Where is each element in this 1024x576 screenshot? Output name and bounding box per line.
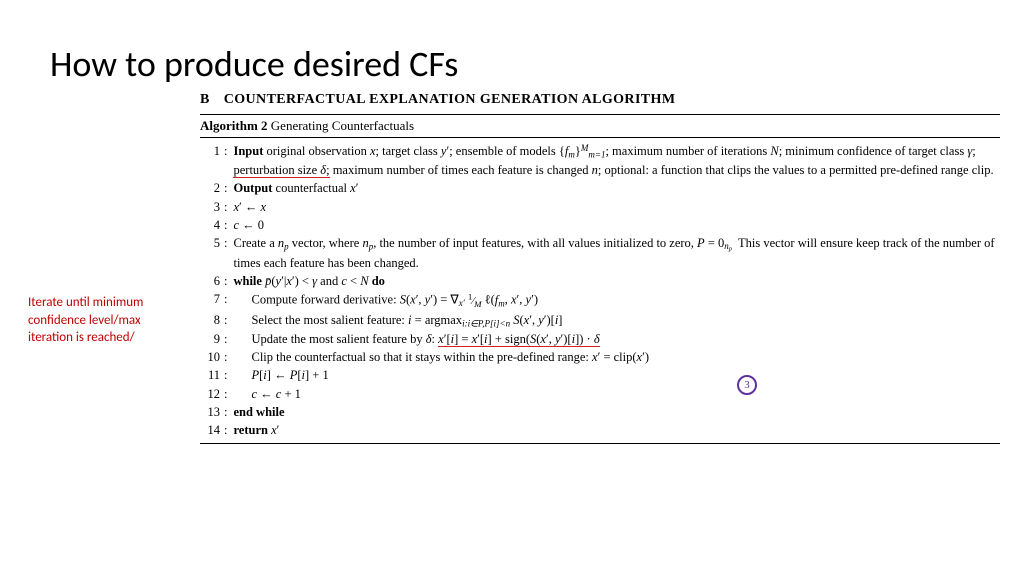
algo-line: 7:Compute forward derivative: S(x′, y′) …	[200, 290, 1000, 311]
line-text: c ← 0	[233, 216, 1000, 234]
algo-line: 11:P[i] ← P[i] + 1	[200, 366, 1000, 384]
line-number: 4	[200, 216, 224, 234]
line-number: 12	[200, 385, 224, 403]
algo-line: 9:Update the most salient feature by δ: …	[200, 330, 1000, 348]
line-text: Input original observation x; target cla…	[233, 142, 1000, 179]
line-text: return x′	[233, 421, 1000, 439]
line-text: Compute forward derivative: S(x′, y′) = …	[233, 290, 1000, 311]
algo-line: 1:Input original observation x; target c…	[200, 142, 1000, 179]
line-text: x′ ← x	[233, 198, 1000, 216]
line-text: while p̄(y′|x′) < γ and c < N do	[233, 272, 1000, 290]
line-number: 6	[200, 272, 224, 290]
line-number: 2	[200, 179, 224, 197]
algo-line: 6:while p̄(y′|x′) < γ and c < N do	[200, 272, 1000, 290]
side-annotation: Iterate until minimum confidence level/m…	[28, 294, 178, 347]
algo-line: 12:c ← c + 1	[200, 385, 1000, 403]
line-number: 14	[200, 421, 224, 439]
algo-number: Algorithm 2	[200, 118, 268, 133]
line-number: 5	[200, 234, 224, 252]
algo-line: 2:Output counterfactual x′	[200, 179, 1000, 197]
algo-line: 14:return x′	[200, 421, 1000, 439]
line-text: P[i] ← P[i] + 1	[233, 366, 1000, 384]
line-number: 11	[200, 366, 224, 384]
section-heading: B COUNTERFACTUAL EXPLANATION GENERATION A…	[200, 92, 1000, 108]
paper-excerpt: B COUNTERFACTUAL EXPLANATION GENERATION A…	[200, 92, 1000, 444]
line-number: 1	[200, 142, 224, 160]
algo-line: 3:x′ ← x	[200, 198, 1000, 216]
line-text: Select the most salient feature: i = arg…	[233, 311, 1000, 330]
line-text: Update the most salient feature by δ: x′…	[233, 330, 1000, 348]
line-number: 8	[200, 311, 224, 329]
line-number: 3	[200, 198, 224, 216]
circled-annotation: 3	[737, 375, 757, 395]
line-number: 10	[200, 348, 224, 366]
line-text: Output counterfactual x′	[233, 179, 1000, 197]
algo-line: 10:Clip the counterfactual so that it st…	[200, 348, 1000, 366]
algorithm-body: 1:Input original observation x; target c…	[200, 138, 1000, 443]
line-number: 9	[200, 330, 224, 348]
algo-line: 8:Select the most salient feature: i = a…	[200, 311, 1000, 330]
algo-line: 13:end while	[200, 403, 1000, 421]
algo-line: 4:c ← 0	[200, 216, 1000, 234]
line-number: 13	[200, 403, 224, 421]
slide-title: How to produce desired CFs	[50, 42, 458, 86]
line-text: Clip the counterfactual so that it stays…	[233, 348, 1000, 366]
algorithm-box: Algorithm 2 Generating Counterfactuals 1…	[200, 114, 1000, 444]
algo-name: Generating Counterfactuals	[271, 118, 414, 133]
section-label: B	[200, 92, 210, 107]
line-text: Create a np vector, where np, the number…	[233, 234, 1000, 272]
line-number: 7	[200, 290, 224, 308]
section-title: COUNTERFACTUAL EXPLANATION GENERATION AL…	[224, 92, 676, 107]
algo-line: 5:Create a np vector, where np, the numb…	[200, 234, 1000, 272]
algorithm-title: Algorithm 2 Generating Counterfactuals	[200, 115, 1000, 138]
line-text: c ← c + 1	[233, 385, 1000, 403]
line-text: end while	[233, 403, 1000, 421]
